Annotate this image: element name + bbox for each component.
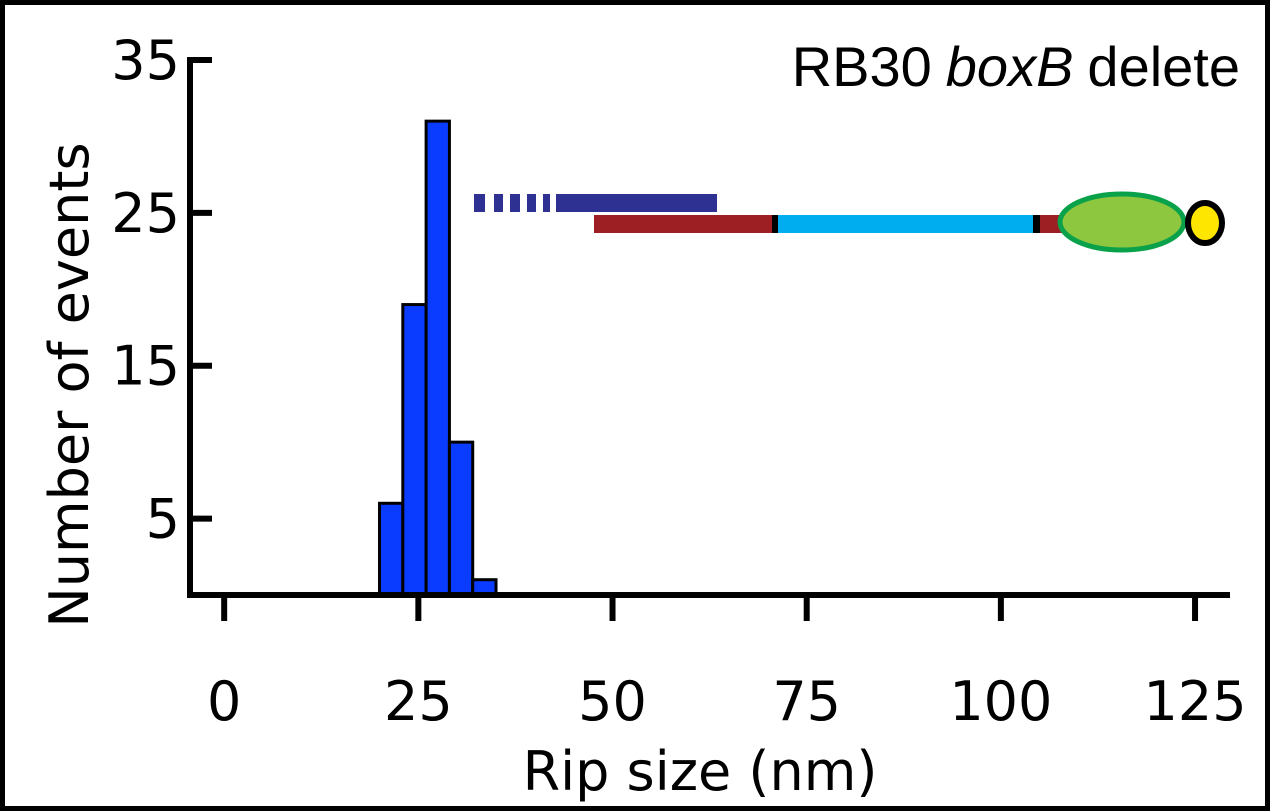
- y-tick-label: 5: [146, 488, 180, 551]
- title-part: delete: [1087, 35, 1240, 98]
- x-tick-label: 25: [384, 670, 453, 733]
- bead: [1057, 191, 1187, 253]
- bar: [401, 303, 428, 597]
- x-tick-label: 75: [772, 670, 841, 733]
- y-axis-title: Number of events: [38, 142, 101, 627]
- dashed-strand: [474, 194, 717, 212]
- red-segment: [1040, 215, 1062, 233]
- title-part: boxB: [946, 35, 1074, 98]
- chart-title: RB30 boxB delete: [792, 35, 1240, 98]
- bar: [378, 501, 405, 597]
- x-tick-label: 50: [578, 670, 647, 733]
- y-tick-label: 15: [111, 335, 180, 398]
- y-tick-label: 35: [111, 29, 180, 92]
- junction: [1033, 215, 1040, 233]
- junction: [772, 215, 778, 233]
- cyan-segment: [778, 215, 1033, 233]
- bead: [1185, 200, 1225, 246]
- title-part: RB30: [792, 35, 932, 98]
- red-segment: [594, 215, 772, 233]
- x-axis-title: Rip size (nm): [523, 740, 878, 803]
- bar: [447, 440, 475, 597]
- x-tick-label: 125: [1144, 670, 1247, 733]
- bar: [424, 119, 451, 597]
- construct-diagram: [474, 191, 1225, 253]
- x-tick-label: 100: [949, 670, 1052, 733]
- x-tick-label: 0: [207, 670, 241, 733]
- y-tick-label: 25: [111, 182, 180, 245]
